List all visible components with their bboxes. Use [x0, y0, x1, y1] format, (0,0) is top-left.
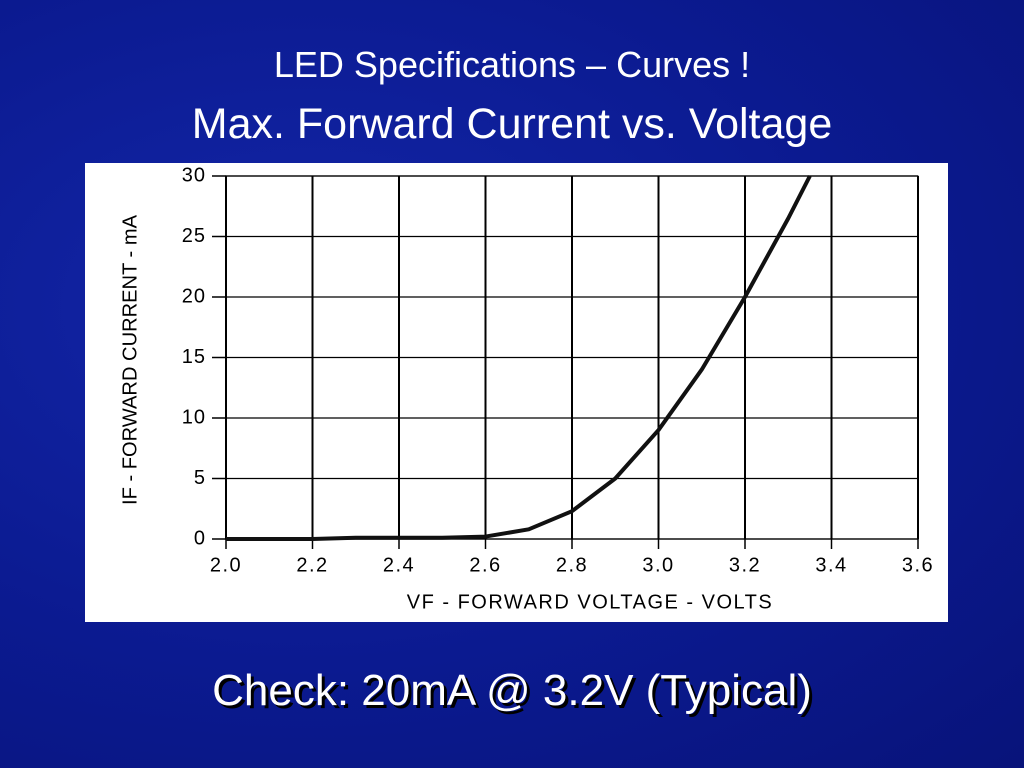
x-tick-label: 2.4 [383, 554, 415, 576]
y-tick-label: 0 [194, 527, 206, 549]
y-tick-label: 20 [182, 285, 206, 307]
x-tick-label: 2.8 [556, 554, 588, 576]
chart: VF - FORWARD VOLTAGE - VOLTS IF - FORWAR… [85, 163, 948, 622]
slide-title: LED Specifications – Curves ! [273, 44, 751, 85]
y-tick-label: 15 [182, 346, 206, 368]
y-tick-label: 5 [194, 467, 206, 489]
slide-subtitle: Max. Forward Current vs. Voltage [191, 100, 833, 148]
x-tick-label: 2.6 [469, 554, 501, 576]
note: Check: 20mA @ 3.2V (Typical) [212, 666, 812, 715]
y-tick-label: 25 [182, 225, 206, 247]
x-tick-label: 2.0 [210, 554, 242, 576]
x-tick-label: 3.4 [815, 554, 847, 576]
x-tick-label: 2.2 [296, 554, 328, 576]
chart-background [85, 163, 948, 622]
data-line [226, 175, 812, 541]
x-axis-label: VF - FORWARD VOLTAGE - VOLTS [407, 591, 773, 613]
x-tick-label: 3.2 [729, 554, 761, 576]
y-axis-label: IF - FORWARD CURRENT - mA [119, 214, 141, 505]
x-tick-label: 3.0 [642, 554, 674, 576]
x-tick-label: 3.6 [902, 554, 934, 576]
y-tick-label: 10 [182, 406, 206, 428]
y-tick-label: 30 [182, 164, 206, 186]
